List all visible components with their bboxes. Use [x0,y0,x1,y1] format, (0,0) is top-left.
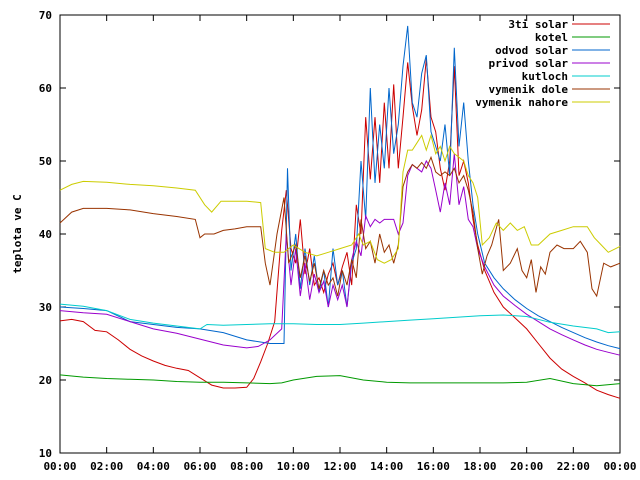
x-tick-label: 22:00 [557,460,590,473]
legend-label: kotel [535,31,568,44]
y-tick-label: 50 [39,155,52,168]
series-line-1 [59,374,621,387]
series-line-2 [59,25,621,350]
x-axis-ticks: 00:00 02:00 04:00 06:00 08:00 10:00 12:00 14:00… [43,15,637,473]
y-tick-label: 60 [39,82,52,95]
series-line-6 [59,133,621,264]
y-tick-label: 40 [39,228,52,241]
legend-label: privod solar [489,57,569,70]
x-tick-label: 02:00 [90,460,123,473]
x-tick-label: 14:00 [370,460,403,473]
legend-label: odvod solar [495,44,568,57]
x-tick-label: 16:00 [417,460,450,473]
legend-label: vymenik nahore [475,96,568,109]
x-tick-label: 10:00 [277,460,310,473]
y-tick-label: 70 [39,9,52,22]
legend-label: kutloch [522,70,568,83]
y-axis-label: teplota ve C [11,194,24,273]
x-tick-label: 08:00 [230,460,263,473]
series-line-4 [59,303,621,334]
legend-label: 3ti solar [508,18,568,31]
x-tick-label: 20:00 [510,460,543,473]
y-tick-label: 20 [39,374,52,387]
x-tick-label: 12:00 [323,460,356,473]
x-tick-label: 06:00 [183,460,216,473]
y-tick-label: 30 [39,301,52,314]
x-tick-label: 00:00 [603,460,636,473]
x-tick-label: 18:00 [463,460,496,473]
legend-label: vymenik dole [489,83,569,96]
series-lines [59,25,621,399]
x-tick-label: 04:00 [137,460,170,473]
y-tick-label: 10 [39,447,52,460]
y-axis-ticks: 10 20 30 40 50 60 70 [39,9,620,460]
series-line-0 [59,58,621,399]
series-line-5 [59,155,621,298]
series-line-3 [59,153,621,356]
x-tick-label: 00:00 [43,460,76,473]
